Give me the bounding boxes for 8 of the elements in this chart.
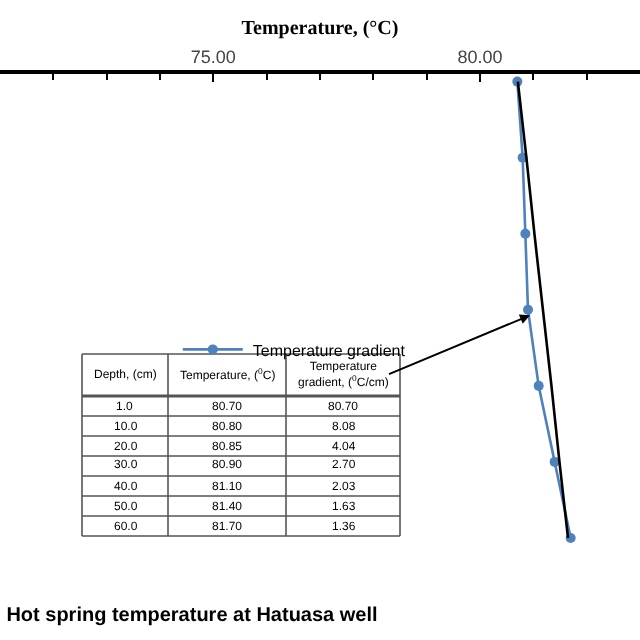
point [533,380,544,391]
x-tick-label: 80.00 [457,47,503,68]
x-axis-title: Temperature, (°C) [241,18,399,41]
point [520,228,531,239]
legend-label: Temperature gradient [252,341,407,360]
point [523,304,533,315]
text: Hot spring temperature at Hatuasa well [6,604,379,627]
x-tick-label: 75.00 [190,47,236,68]
